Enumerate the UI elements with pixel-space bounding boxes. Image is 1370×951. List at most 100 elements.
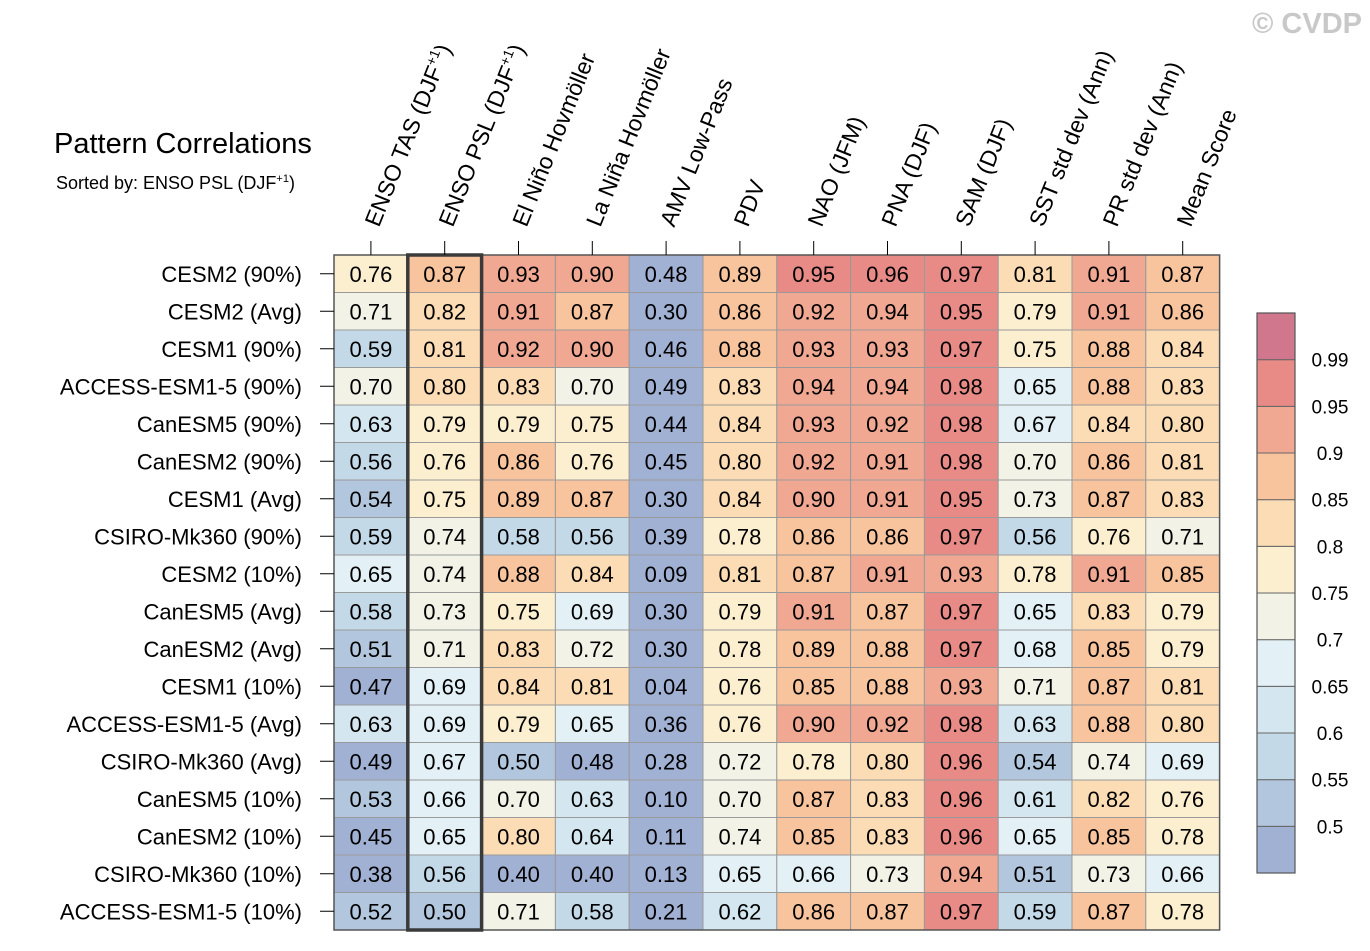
heatmap-cell xyxy=(997,442,1073,481)
cell-value: 0.84 xyxy=(1161,337,1204,362)
heatmap-cell xyxy=(481,254,556,293)
heatmap-cell xyxy=(997,629,1073,668)
heatmap-cell xyxy=(1071,667,1147,706)
cell-value: 0.78 xyxy=(1014,562,1057,587)
heatmap-cell xyxy=(333,667,409,706)
cell-value: 0.79 xyxy=(1161,637,1204,662)
cell-value: 0.76 xyxy=(571,449,614,474)
row-label: CESM2 (Avg) xyxy=(168,299,302,324)
cell-value: 0.80 xyxy=(1161,412,1204,437)
row-label: CESM1 (Avg) xyxy=(168,487,302,512)
colorbar-swatch xyxy=(1256,779,1296,827)
heatmap-cell xyxy=(776,854,852,893)
cell-value: 0.93 xyxy=(866,337,909,362)
cell-value: 0.98 xyxy=(940,449,983,474)
cell-value: 0.48 xyxy=(571,749,614,774)
heatmap-cell xyxy=(333,854,409,893)
subtitle-superscript: +1 xyxy=(276,173,289,185)
cell-value: 0.53 xyxy=(349,787,392,812)
heatmap-cell xyxy=(554,629,630,668)
cell-value: 0.63 xyxy=(1014,712,1057,737)
heatmap-cell xyxy=(1071,254,1147,293)
cell-value: 0.87 xyxy=(792,562,835,587)
column-label-text: El Niño Hovmöller xyxy=(507,49,600,230)
cell-value: 0.78 xyxy=(1161,824,1204,849)
cell-value: 0.87 xyxy=(1087,674,1130,699)
row-label: ACCESS-ESM1-5 (90%) xyxy=(60,374,302,399)
cell-value: 0.65 xyxy=(423,824,466,849)
heatmap-cell xyxy=(628,517,704,556)
cell-value: 0.83 xyxy=(866,787,909,812)
cell-value: 0.94 xyxy=(866,299,909,324)
colorbar-swatch xyxy=(1256,639,1296,687)
cell-value: 0.88 xyxy=(1087,337,1130,362)
heatmap-cell xyxy=(850,779,925,818)
heatmap-cell xyxy=(554,442,630,481)
cell-value: 0.96 xyxy=(940,787,983,812)
cell-value: 0.94 xyxy=(866,374,909,399)
heatmap-cell xyxy=(481,517,556,556)
cell-value: 0.74 xyxy=(718,824,761,849)
cell-value: 0.11 xyxy=(646,824,687,849)
cell-value: 0.79 xyxy=(497,412,540,437)
cell-value: 0.56 xyxy=(571,524,614,549)
heatmap-cell xyxy=(554,779,630,818)
heatmap-cell xyxy=(333,704,409,743)
cell-value: 0.62 xyxy=(718,899,761,924)
cell-value: 0.86 xyxy=(718,299,761,324)
heatmap-cell xyxy=(333,292,409,331)
cell-value: 0.79 xyxy=(718,599,761,624)
heatmap-cell xyxy=(1071,479,1147,518)
heatmap-cell xyxy=(554,517,630,556)
cell-value: 0.81 xyxy=(571,674,614,699)
row-labels: CESM2 (90%) CESM2 (Avg) CESM1 (90%) ACCESS-… xyxy=(60,262,334,924)
cell-value: 0.91 xyxy=(497,299,540,324)
cell-value: 0.97 xyxy=(940,899,983,924)
cell-value: 0.89 xyxy=(497,487,540,512)
cell-value: 0.64 xyxy=(571,824,614,849)
cell-value: 0.71 xyxy=(497,899,540,924)
cell-value: 0.63 xyxy=(349,412,392,437)
heatmap-cell xyxy=(923,742,999,781)
cell-value: 0.83 xyxy=(1161,374,1204,399)
heatmap-cell xyxy=(923,629,999,668)
cell-value: 0.86 xyxy=(792,899,835,924)
heatmap-cell xyxy=(1071,742,1147,781)
cell-value: 0.52 xyxy=(349,899,392,924)
cell-value: 0.82 xyxy=(423,299,466,324)
heatmap-cell xyxy=(776,704,852,743)
cell-value: 0.78 xyxy=(1161,899,1204,924)
column-label-text: ENSO TAS (DJF xyxy=(359,62,447,230)
cell-value: 0.78 xyxy=(718,524,761,549)
colorbar-label: 0.7 xyxy=(1317,631,1343,652)
heatmap-cell xyxy=(407,517,483,556)
row-label: ACCESS-ESM1-5 (10%) xyxy=(60,899,302,924)
colorbar-swatch xyxy=(1256,312,1296,361)
row-label: CSIRO-Mk360 (Avg) xyxy=(101,749,302,774)
column-label-text: ENSO PSL (DJF xyxy=(433,62,521,230)
heatmap-cell xyxy=(702,629,778,668)
heatmap-cell xyxy=(1145,892,1221,931)
heatmap-cell xyxy=(554,667,630,706)
colorbar: 0.5 0.55 0.6 0.65 0.7 0.75 0.8 0.85 0.9 0.95 0.99 xyxy=(1256,312,1348,874)
cell-value: 0.40 xyxy=(571,862,614,887)
row-label: ACCESS-ESM1-5 (Avg) xyxy=(66,712,302,737)
cell-value: 0.76 xyxy=(423,449,466,474)
cell-value: 0.39 xyxy=(645,524,688,549)
colorbar-swatch xyxy=(1256,685,1296,734)
cell-value: 0.88 xyxy=(718,337,761,362)
cell-value: 0.30 xyxy=(645,487,688,512)
cell-value: 0.85 xyxy=(1087,824,1130,849)
cell-value: 0.79 xyxy=(423,412,466,437)
heatmap-cell xyxy=(1071,554,1147,593)
heatmap-cell xyxy=(702,479,778,518)
heatmap-cell xyxy=(481,854,556,893)
colorbar-label: 0.8 xyxy=(1317,537,1343,558)
column-label: PDV xyxy=(728,176,770,230)
heatmap-cell xyxy=(1145,292,1221,331)
row-label: CanESM5 (Avg) xyxy=(143,599,302,624)
heatmap-cell xyxy=(997,254,1073,293)
heatmap-cell xyxy=(1145,479,1221,518)
grid-frame xyxy=(333,254,1221,931)
cell-value: 0.92 xyxy=(792,299,835,324)
